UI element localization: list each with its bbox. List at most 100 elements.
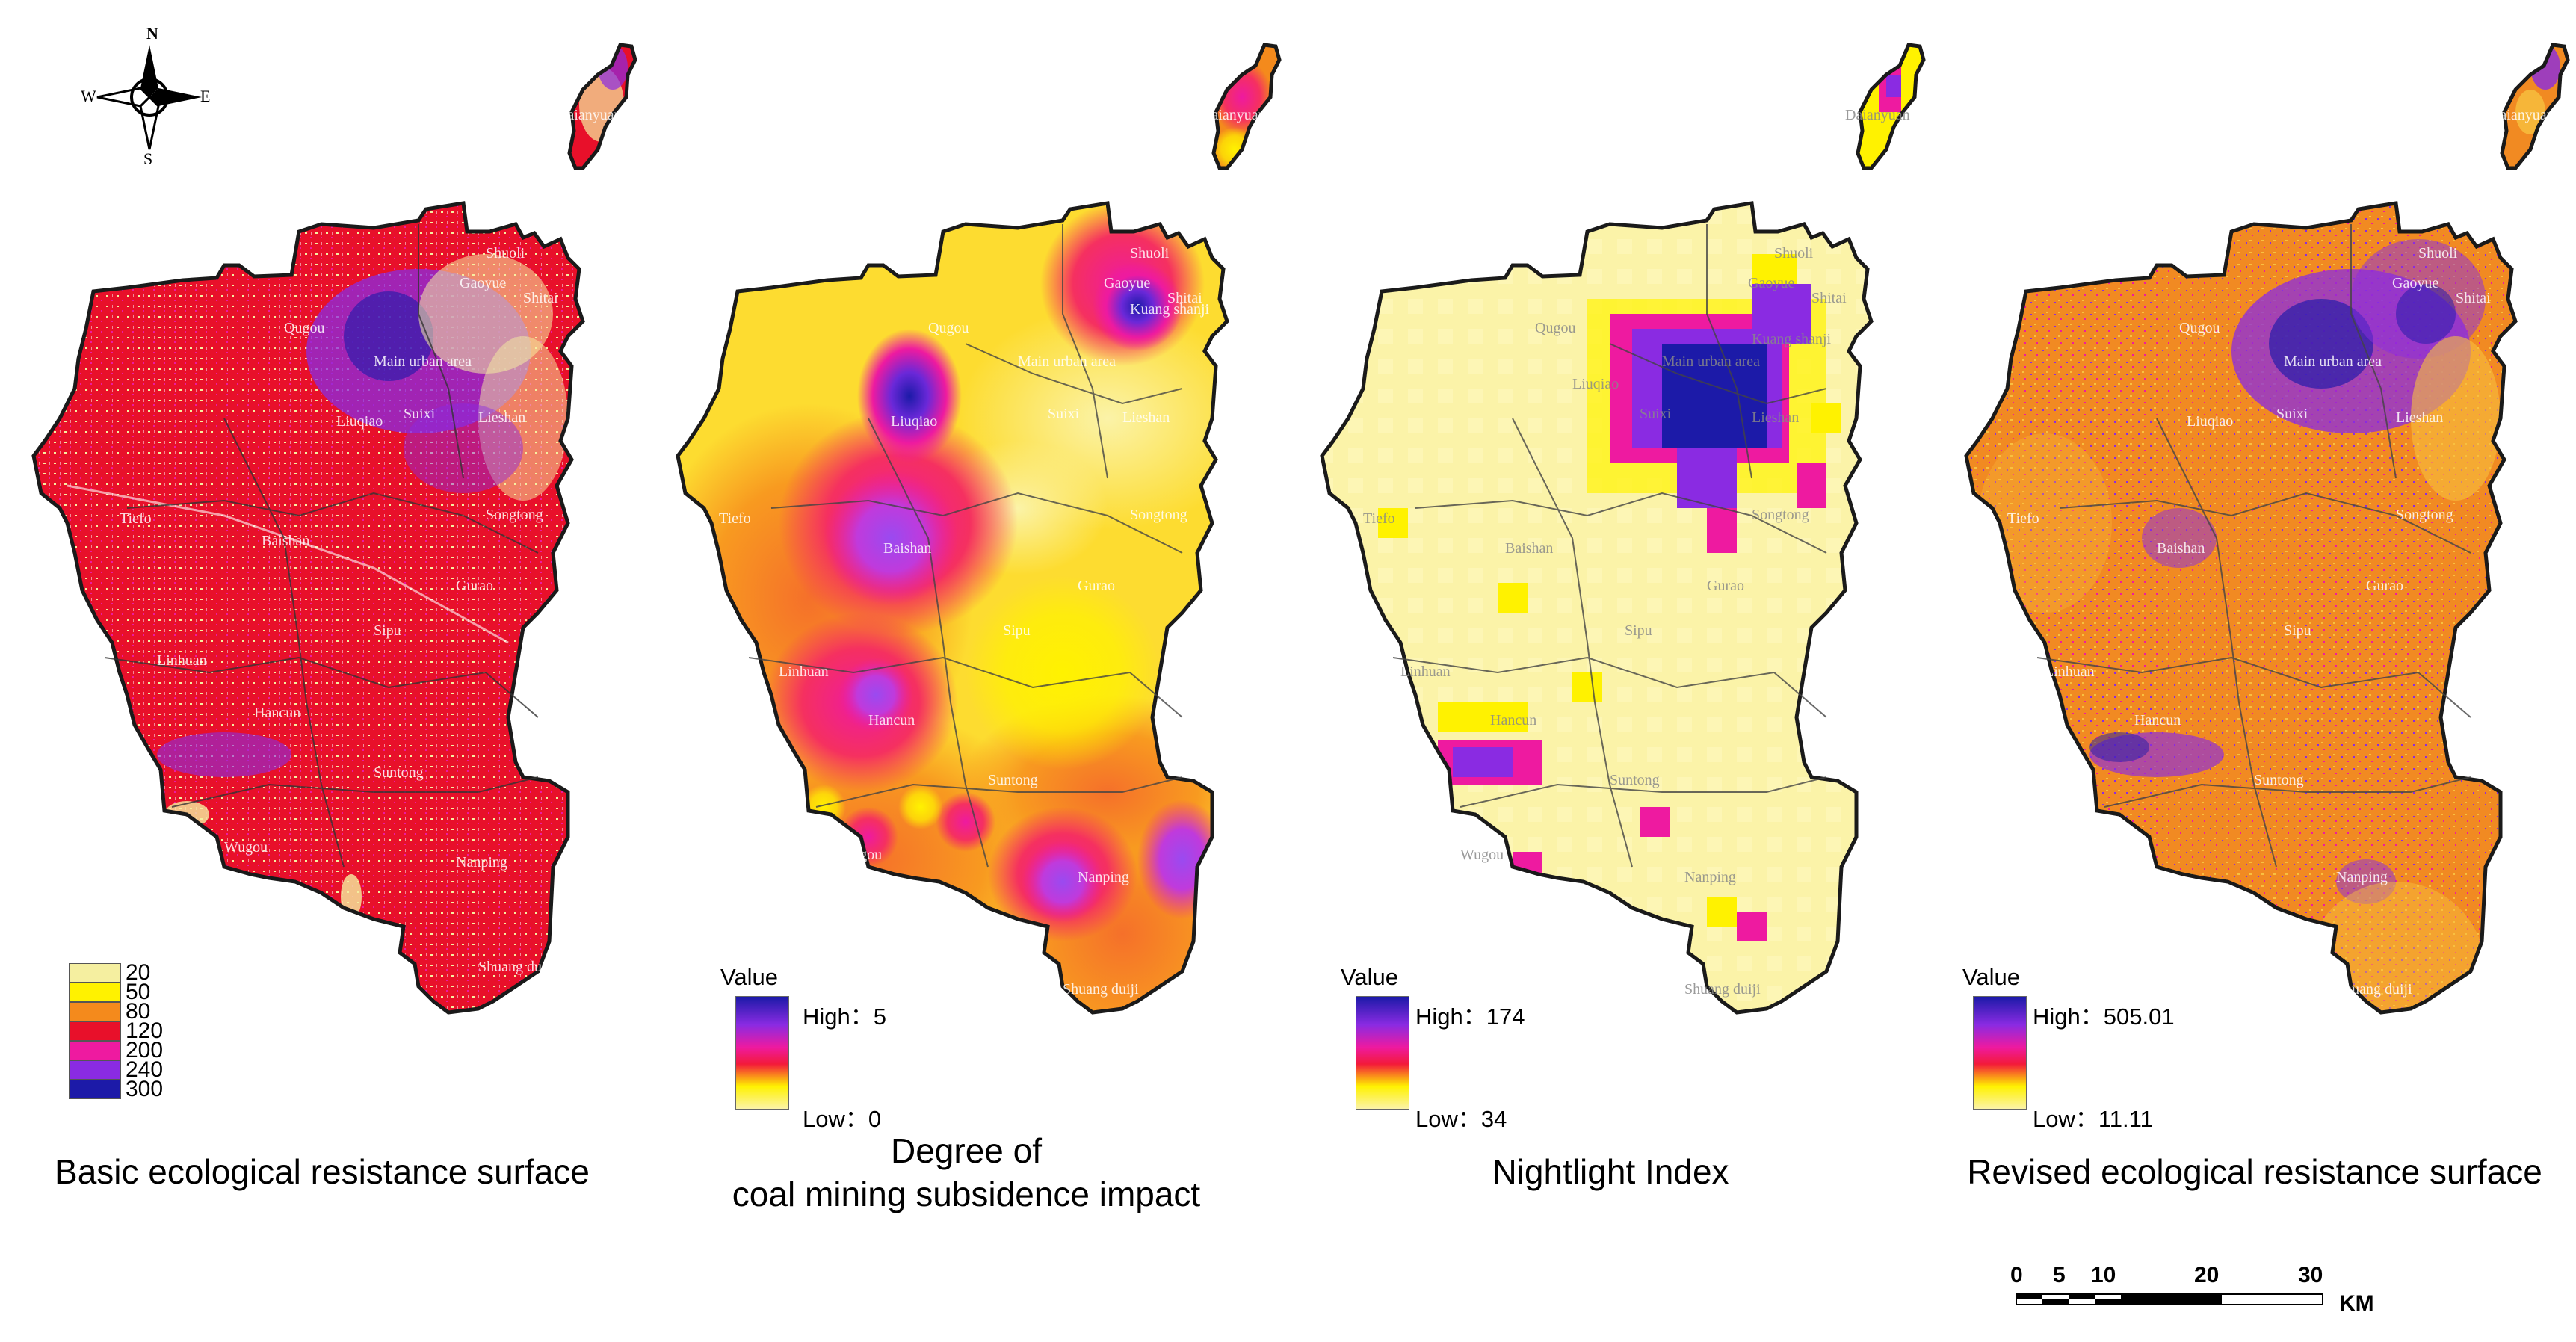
town-qugou: Qugou — [928, 320, 969, 336]
town-suntong: Suntong — [988, 772, 1038, 788]
town-qugou: Qugou — [1535, 320, 1575, 336]
legend-swatch — [69, 1041, 121, 1060]
legend-swatch — [69, 963, 121, 983]
legend-swatch — [69, 983, 121, 1002]
town-baishan: Baishan — [262, 533, 309, 549]
town-main-urban: Main urban area — [2284, 353, 2382, 370]
caption-line: Basic ecological resistance surface — [55, 1152, 590, 1191]
compass-n-label: N — [146, 24, 158, 43]
town-liuqiao: Liuqiao — [336, 413, 383, 430]
legend-swatch — [69, 1080, 121, 1099]
town-shuoli: Shuoli — [1130, 245, 1170, 262]
town-liuqiao: Liuqiao — [1572, 376, 1619, 392]
town-songtong: Songtong — [2396, 507, 2453, 523]
legend-swatch — [69, 1002, 121, 1021]
town-liuqiao: Liuqiao — [891, 413, 937, 430]
town-sipu: Sipu — [374, 622, 401, 639]
town-shuangduiji: Shuang duiji — [2336, 981, 2412, 998]
town-lieshan: Lieshan — [1752, 409, 1799, 426]
legend-gradient — [1356, 996, 1409, 1110]
legend-swatch — [69, 1021, 121, 1041]
panel-revised-resistance: Daianyuan Shuoli Gaoyue Shitai Qugou Mai… — [1933, 0, 2576, 1342]
town-shuangduiji: Shuang duiji — [1684, 981, 1761, 998]
town-daianyuan: Daianyuan — [557, 107, 622, 123]
town-baishan: Baishan — [883, 540, 931, 557]
town-labels: Daianyuan Shuoli Gaoyue Shitai Qugou Mai… — [1363, 107, 1910, 998]
town-gurao: Gurao — [1707, 578, 1744, 594]
town-linhuan: Linhuan — [779, 664, 829, 680]
town-suntong: Suntong — [1610, 772, 1660, 788]
town-main-urban: Main urban area — [374, 353, 472, 370]
town-baishan: Baishan — [2157, 540, 2205, 557]
town-shuoli: Shuoli — [486, 245, 525, 262]
town-gaoyue: Gaoyue — [1748, 275, 1794, 291]
scale-tick-30: 30 — [2298, 1263, 2323, 1287]
legend-low-label: Low：11.11 — [2033, 1106, 2153, 1132]
town-tiefo: Tiefo — [120, 510, 152, 527]
town-songtong: Songtong — [1130, 507, 1187, 523]
town-main-urban: Main urban area — [1018, 353, 1116, 370]
town-shuangduiji: Shuang duiji — [478, 959, 555, 975]
town-shitai: Shitai — [1811, 290, 1847, 306]
town-tiefo: Tiefo — [1363, 510, 1395, 527]
legend-title: Value — [1341, 964, 1398, 990]
legend-class-label: 120 — [126, 1018, 164, 1043]
panel-subsidence: Daianyuan Shuoli Gaoyue Shitai Qugou Mai… — [644, 0, 1288, 1342]
scale-bar: 0 5 10 20 30 KM — [2010, 1263, 2429, 1338]
town-suixi: Suixi — [1640, 406, 1672, 422]
town-hancun: Hancun — [254, 705, 300, 721]
town-shuoli: Shuoli — [1774, 245, 1814, 262]
scale-bar-graphic — [2016, 1293, 2323, 1305]
town-sipu: Sipu — [1625, 622, 1652, 639]
compass-e-label: E — [200, 87, 210, 105]
town-suixi: Suixi — [404, 406, 436, 422]
caption-line: Revised ecological resistance surface — [1967, 1152, 2542, 1191]
compass-s-label: S — [143, 149, 152, 168]
legend-title: Value — [720, 964, 778, 990]
town-linhuan: Linhuan — [2045, 664, 2095, 680]
town-wugou: Wugou — [2104, 847, 2148, 863]
town-qugou: Qugou — [2179, 320, 2220, 336]
town-lieshan: Lieshan — [1122, 409, 1170, 426]
town-songtong: Songtong — [486, 507, 543, 523]
town-nanping: Nanping — [1684, 869, 1736, 885]
town-gaoyue: Gaoyue — [2392, 275, 2438, 291]
caption-revised: Revised ecological resistance surface — [1933, 1151, 2576, 1194]
town-gurao: Gurao — [1078, 578, 1115, 594]
caption-line: Degree of — [890, 1131, 1042, 1170]
town-tiefo: Tiefo — [719, 510, 751, 527]
town-daianyuan: Daianyuan — [2489, 107, 2554, 123]
compass-w-label: W — [81, 87, 96, 105]
caption-line: Nightlight Index — [1492, 1152, 1729, 1191]
town-sipu: Sipu — [1003, 622, 1031, 639]
legend-swatch — [69, 1060, 121, 1080]
town-liuqiao: Liuqiao — [2187, 413, 2233, 430]
legend-class-label: 200 — [126, 1038, 164, 1063]
town-gaoyue: Gaoyue — [1104, 275, 1150, 291]
town-labels: Daianyuan Shuoli Gaoyue Shitai Qugou Mai… — [2007, 107, 2554, 998]
scale-tick-5: 5 — [2053, 1263, 2066, 1287]
town-hancun: Hancun — [868, 712, 915, 729]
caption-nightlight: Nightlight Index — [1288, 1151, 1933, 1194]
scale-tick-10: 10 — [2091, 1263, 2116, 1287]
town-shitai: Shitai — [523, 290, 558, 306]
town-hancun: Hancun — [2134, 712, 2181, 729]
legend-title: Value — [1962, 964, 2020, 990]
caption-basic: Basic ecological resistance surface — [0, 1151, 644, 1194]
scale-tick-20: 20 — [2194, 1263, 2220, 1287]
town-shitai: Shitai — [2456, 290, 2491, 306]
town-shuoli: Shuoli — [2418, 245, 2458, 262]
town-suntong: Suntong — [2254, 772, 2304, 788]
town-qugou: Qugou — [284, 320, 324, 336]
town-songtong: Songtong — [1752, 507, 1809, 523]
town-tiefo: Tiefo — [2007, 510, 2039, 527]
town-kuangshanji: Kuang shanji — [1752, 331, 1832, 347]
town-linhuan: Linhuan — [1400, 664, 1451, 680]
panel-nightlight: Daianyuan Shuoli Gaoyue Shitai Qugou Mai… — [1288, 0, 1933, 1342]
town-suixi: Suixi — [1048, 406, 1080, 422]
town-wugou: Wugou — [224, 839, 268, 856]
caption-subsidence: Degree of coal mining subsidence impact — [644, 1130, 1288, 1216]
north-arrow-icon: N S W E — [81, 24, 210, 168]
panel-basic-resistance: Daianyuan Shuoli Gaoyue Shitai Qugou Mai… — [0, 0, 644, 1342]
town-wugou: Wugou — [1460, 847, 1504, 863]
